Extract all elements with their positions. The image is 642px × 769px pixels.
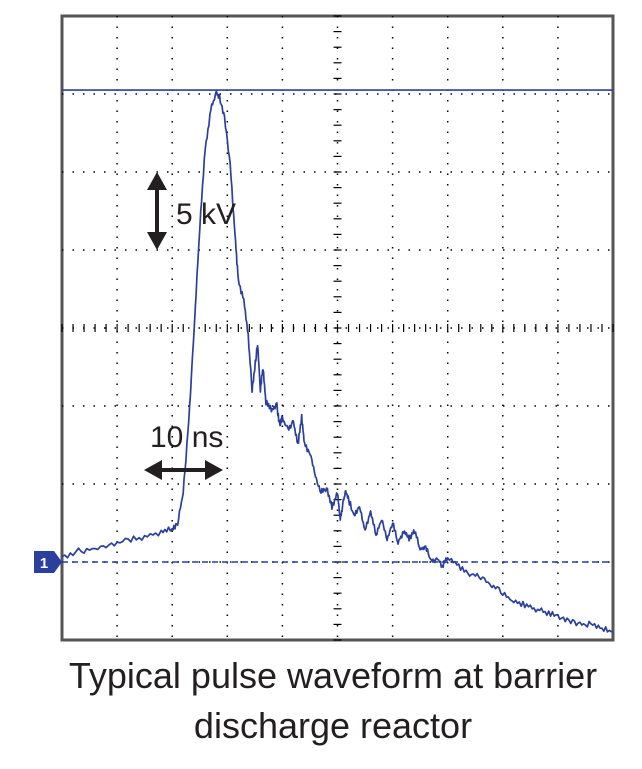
channel-1-marker: 1 (34, 551, 62, 573)
channel-marker-label: 1 (40, 555, 48, 572)
channel-marker-pointer (54, 551, 62, 573)
voltage-arrow-head-down (147, 232, 167, 250)
time-scale-arrow (144, 460, 223, 480)
caption-line-1: Typical pulse waveform at barrier (68, 655, 598, 696)
voltage-scale-arrow (147, 172, 167, 250)
pulse-waveform-trace (61, 90, 614, 634)
grid-lines (61, 15, 614, 641)
oscilloscope-chart: 1 5 kV 10 ns (34, 14, 615, 642)
time-arrow-head-right (205, 460, 223, 480)
voltage-arrow-head-up (147, 172, 167, 190)
time-scale-label: 10 ns (150, 421, 223, 454)
channel-marker-box (34, 551, 54, 573)
caption-line-2: discharge reactor (193, 705, 473, 746)
time-arrow-head-left (144, 460, 162, 480)
voltage-scale-label: 5 kV (176, 198, 236, 231)
